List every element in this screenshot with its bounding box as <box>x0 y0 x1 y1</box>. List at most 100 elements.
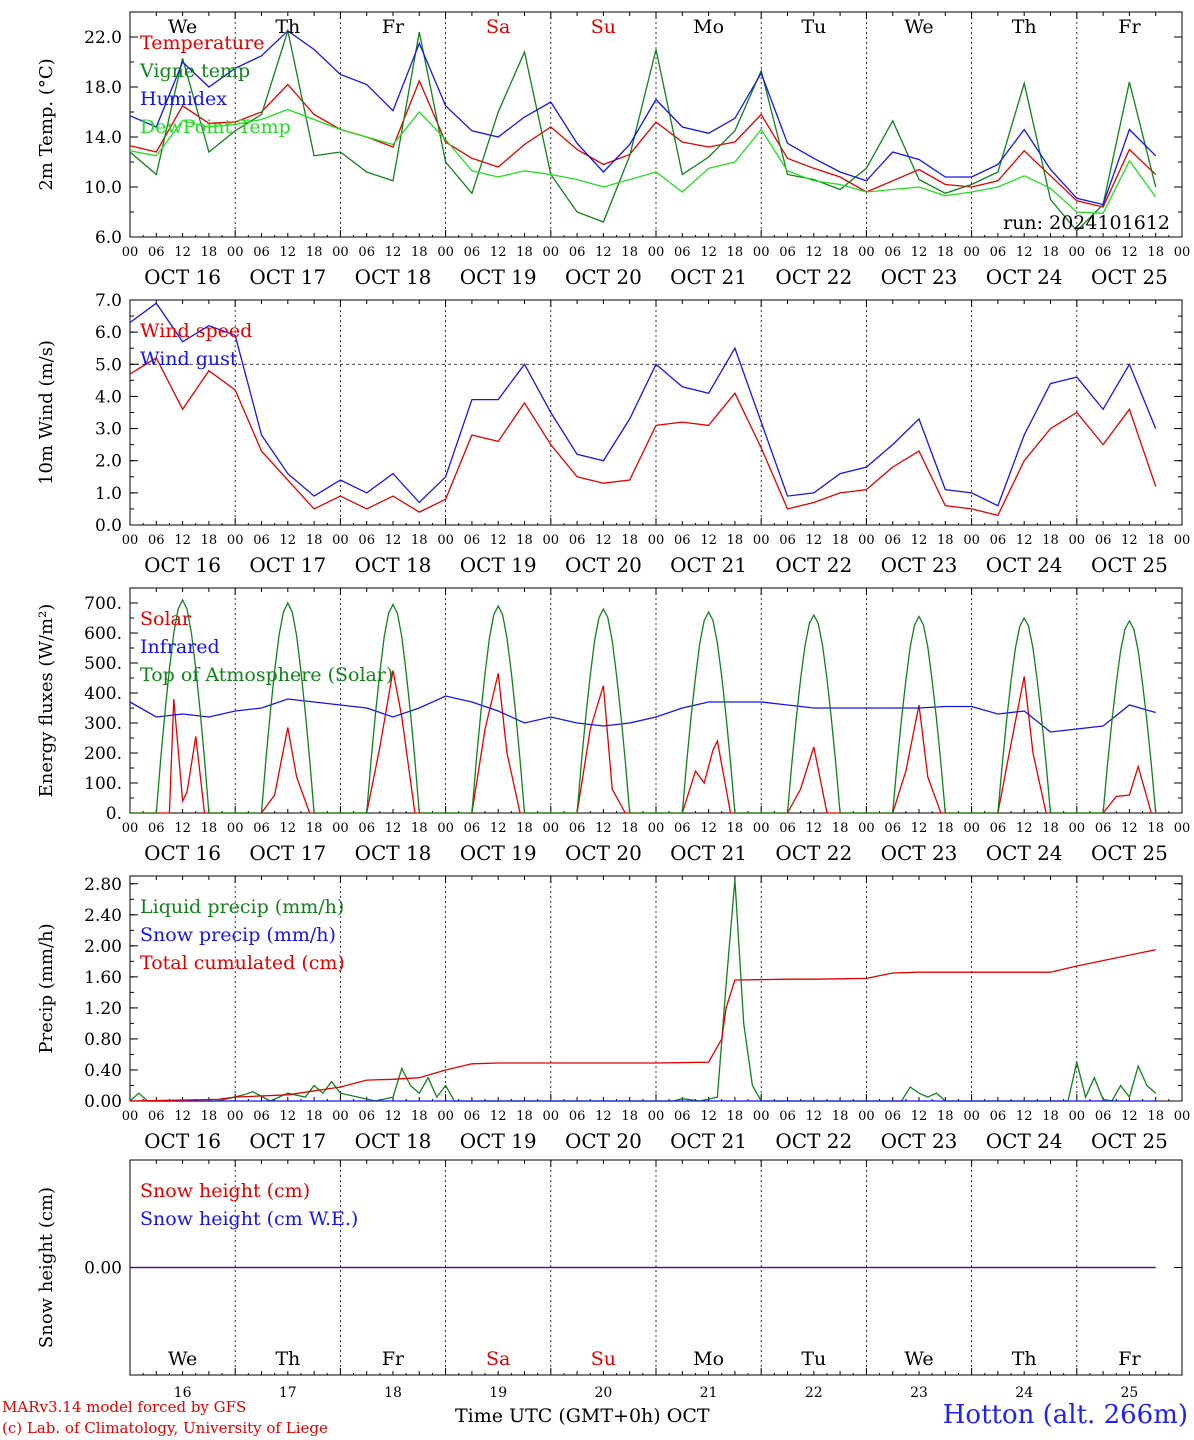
date-header: OCT 23 <box>881 1129 958 1153</box>
date-header: OCT 18 <box>355 1129 432 1153</box>
date-header: OCT 19 <box>460 265 537 289</box>
hour-tick-label: 18 <box>306 1109 323 1124</box>
hour-tick-label: 18 <box>832 1109 849 1124</box>
hour-tick-label: 12 <box>490 533 507 548</box>
hour-tick-label: 06 <box>779 821 796 836</box>
hour-tick-label: 06 <box>884 533 901 548</box>
hour-tick-label: 00 <box>437 1109 454 1124</box>
hour-tick-label: 00 <box>332 533 349 548</box>
hour-tick-label: 18 <box>411 533 428 548</box>
hour-tick-label: 12 <box>806 533 823 548</box>
hour-tick-label: 00 <box>122 821 139 836</box>
y-tick-label: 400. <box>84 684 122 704</box>
date-header: OCT 25 <box>1091 1129 1168 1153</box>
hour-tick-label: 18 <box>621 1109 638 1124</box>
hour-tick-label: 18 <box>621 245 638 260</box>
hour-tick-label: 18 <box>1147 1109 1164 1124</box>
hour-tick-label: 00 <box>332 1109 349 1124</box>
hour-tick-label: 00 <box>227 821 244 836</box>
hour-tick-label: 12 <box>1016 533 1033 548</box>
hour-tick-label: 12 <box>595 245 612 260</box>
hour-tick-label: 00 <box>122 1109 139 1124</box>
credit-model: MARv3.14 model forced by GFS <box>2 1398 247 1416</box>
y-tick-label: 4.0 <box>95 387 122 407</box>
hour-tick-label: 12 <box>911 821 928 836</box>
y-axis-label: Snow height (cm) <box>36 1187 57 1348</box>
hour-tick-label: 12 <box>911 245 928 260</box>
y-tick-label: 18.0 <box>84 78 122 98</box>
hour-tick-label: 06 <box>253 821 270 836</box>
hour-tick-label: 06 <box>674 821 691 836</box>
weekday-label: Th <box>275 16 300 38</box>
hour-tick-label: 12 <box>174 821 191 836</box>
legend-entry: Snow height (cm W.E.) <box>140 1208 358 1230</box>
y-axis-label: Energy fluxes (W/m²) <box>36 604 57 798</box>
hour-tick-label: 00 <box>963 1109 980 1124</box>
hour-tick-label: 00 <box>1069 1109 1086 1124</box>
y-tick-label: 5.0 <box>95 355 122 375</box>
hour-tick-label: 00 <box>858 1109 875 1124</box>
hour-tick-label: 12 <box>280 533 297 548</box>
hour-tick-label: 06 <box>253 533 270 548</box>
weekday-label: Fr <box>1118 1348 1141 1370</box>
x-axis-title: Time UTC (GMT+0h) OCT <box>455 1405 710 1427</box>
hour-tick-label: 18 <box>306 245 323 260</box>
y-tick-label: 2.0 <box>95 452 122 472</box>
y-tick-label: 6.0 <box>95 323 122 343</box>
hour-tick-label: 06 <box>674 533 691 548</box>
date-header: OCT 19 <box>460 1129 537 1153</box>
hour-tick-label: 00 <box>858 245 875 260</box>
hour-tick-label: 18 <box>832 533 849 548</box>
day-number-label: 17 <box>279 1385 297 1401</box>
date-header: OCT 25 <box>1091 553 1168 577</box>
hour-tick-label: 18 <box>727 821 744 836</box>
series-line-humidex <box>129 29 1157 206</box>
date-header: OCT 18 <box>355 553 432 577</box>
y-tick-label: 0.80 <box>84 1030 122 1050</box>
series-line-wind-speed <box>129 356 1157 517</box>
hour-tick-label: 06 <box>569 1109 586 1124</box>
date-header: OCT 18 <box>355 841 432 865</box>
hour-tick-label: 18 <box>1147 245 1164 260</box>
hour-tick-label: 12 <box>490 245 507 260</box>
y-tick-label: 0.40 <box>84 1061 122 1081</box>
y-tick-label: 200. <box>84 744 122 764</box>
date-header: OCT 24 <box>986 553 1063 577</box>
y-tick-label: 300. <box>84 714 122 734</box>
hour-tick-label: 12 <box>700 245 717 260</box>
weekday-label: Tu <box>801 1348 826 1370</box>
weekday-label: Th <box>1012 1348 1037 1370</box>
hour-tick-label: 18 <box>516 821 533 836</box>
date-header: OCT 23 <box>881 841 958 865</box>
hour-tick-label: 18 <box>1042 1109 1059 1124</box>
hour-tick-label: 00 <box>753 245 770 260</box>
hour-tick-label: 00 <box>543 245 560 260</box>
y-tick-label: 3.0 <box>95 420 122 440</box>
hour-tick-label: 18 <box>727 1109 744 1124</box>
hour-tick-label: 18 <box>516 1109 533 1124</box>
date-header: OCT 24 <box>986 841 1063 865</box>
station-name: Hotton (alt. 266m) <box>942 1400 1188 1430</box>
day-number-label: 23 <box>910 1385 928 1401</box>
hour-tick-label: 06 <box>569 533 586 548</box>
panel-1: 6.0 10.0 14.0 18.0 22.0 2m Temp. (°C) Temperat… <box>36 11 1190 289</box>
hour-tick-label: 06 <box>779 1109 796 1124</box>
weekday-label: Fr <box>382 1348 405 1370</box>
legend-entry: Snow height (cm) <box>140 1180 310 1202</box>
hour-tick-label: 06 <box>464 1109 481 1124</box>
weekday-label: Fr <box>382 16 405 38</box>
hour-tick-label: 12 <box>1121 821 1138 836</box>
legend-entry: Liquid precip (mm/h) <box>140 896 344 918</box>
date-header: OCT 25 <box>1091 841 1168 865</box>
hour-tick-label: 18 <box>411 821 428 836</box>
hour-tick-label: 06 <box>1095 245 1112 260</box>
y-tick-label: 2.80 <box>84 875 122 895</box>
hour-tick-label: 00 <box>437 821 454 836</box>
hour-tick-label: 06 <box>464 821 481 836</box>
date-header: OCT 19 <box>460 841 537 865</box>
hour-tick-label: 06 <box>884 245 901 260</box>
hour-tick-label: 12 <box>490 1109 507 1124</box>
y-tick-label: 2.40 <box>84 906 122 926</box>
date-header: OCT 17 <box>249 841 326 865</box>
y-tick-label: 700. <box>84 594 122 614</box>
